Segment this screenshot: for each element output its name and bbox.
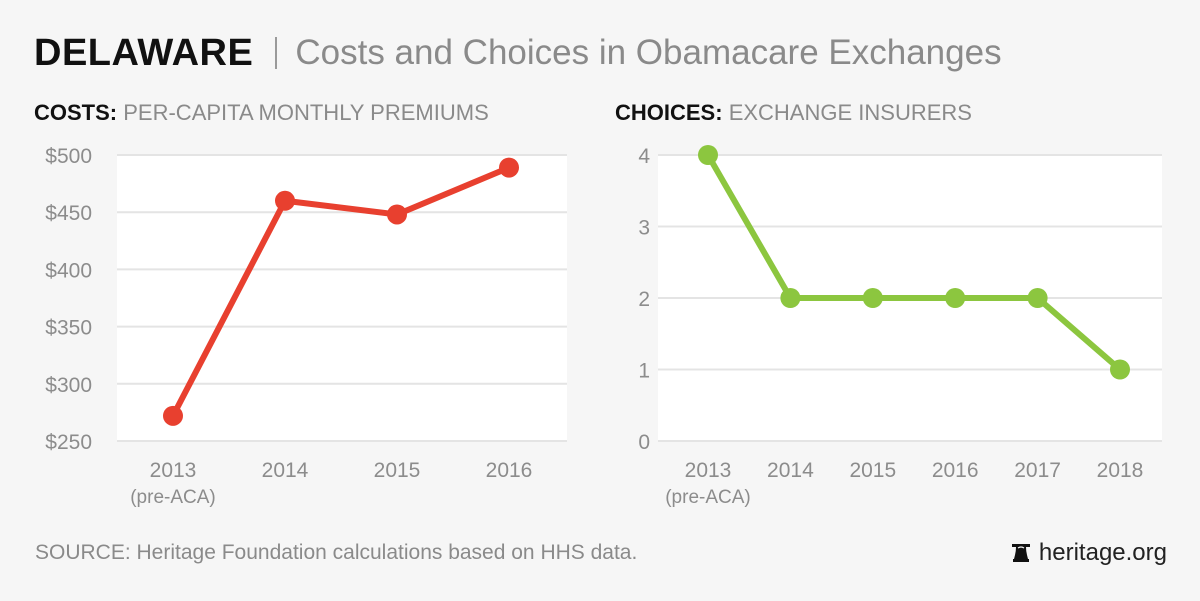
choices-data-point-2015 — [862, 288, 883, 308]
choices-y-tick-label: 0 — [638, 431, 650, 454]
costs-data-point-2013 — [163, 405, 183, 426]
choices-x-tick-sublabel: (pre-ACA) — [665, 487, 751, 508]
choices-x-tick-label: 2017 — [1014, 459, 1061, 482]
choices-y-tick-label: 2 — [638, 288, 650, 311]
state-name: DELAWARE — [34, 31, 254, 74]
choices-x-tick-label: 2018 — [1097, 459, 1144, 482]
costs-x-tick-label: 2014 — [262, 459, 309, 482]
costs-data-point-2016 — [499, 157, 519, 178]
costs-panel-title: COSTS: PER-CAPITA MONTHLY PREMIUMS — [34, 100, 489, 126]
choices-data-point-2014 — [780, 288, 801, 308]
costs-x-tick-label: 2013 — [150, 459, 197, 482]
choices-y-tick-label: 4 — [638, 145, 650, 168]
choices-panel-title-label: EXCHANGE INSURERS — [728, 100, 972, 125]
choices-data-point-2013 — [698, 145, 718, 165]
choices-x-tick-label: 2015 — [849, 459, 896, 482]
chart-title: DELAWARE Costs and Choices in Obamacare … — [34, 28, 1002, 78]
title-separator — [275, 37, 278, 69]
choices-x-tick-label: 2013 — [685, 459, 732, 482]
costs-x-tick-label: 2016 — [486, 459, 533, 482]
costs-x-tick-sublabel: (pre-ACA) — [130, 487, 216, 508]
brand-text: heritage.org — [1038, 539, 1167, 566]
choices-data-point-2016 — [945, 288, 966, 308]
costs-panel-title-label: PER-CAPITA MONTHLY PREMIUMS — [123, 100, 489, 125]
costs-y-tick-label: $450 — [45, 202, 92, 225]
costs-y-tick-label: $300 — [45, 374, 92, 397]
choices-line-chart: 0 1 2 3 4 2013 (pre-ACA) 2014 2015 2016 2017 2018 — [638, 145, 1162, 508]
costs-data-point-2014 — [275, 190, 295, 211]
costs-series-line — [170, 164, 511, 418]
choices-series-line — [705, 153, 1122, 372]
choices-y-tick-label: 1 — [638, 360, 650, 383]
liberty-bell-icon — [1011, 544, 1030, 562]
costs-y-tick-label: $350 — [45, 317, 92, 340]
choices-x-tick-label: 2014 — [767, 459, 814, 482]
chart-subtitle: Costs and Choices in Obamacare Exchanges — [295, 33, 1002, 72]
source-note: SOURCE: Heritage Foundation calculations… — [35, 541, 638, 564]
costs-y-tick-label: $400 — [45, 259, 92, 282]
costs-panel-title-bold: COSTS: — [34, 100, 118, 125]
brand-link[interactable]: heritage.org — [1011, 539, 1167, 567]
choices-x-tick-label: 2016 — [932, 459, 979, 482]
costs-y-tick-label: $500 — [45, 145, 92, 168]
choices-data-point-2017 — [1027, 288, 1048, 308]
choices-data-point-2018 — [1110, 359, 1130, 380]
costs-plot-area — [117, 155, 567, 441]
costs-line-chart: $250 $300 $350 $400 $450 $500 2013 (pre-ACA) 201… — [45, 145, 567, 508]
choices-panel-title: CHOICES: EXCHANGE INSURERS — [615, 100, 972, 126]
costs-y-tick-label: $250 — [45, 431, 92, 454]
choices-y-tick-label: 3 — [638, 217, 650, 240]
costs-data-point-2015 — [387, 204, 407, 225]
choices-panel-title-bold: CHOICES: — [615, 100, 723, 125]
costs-x-tick-label: 2015 — [374, 459, 421, 482]
